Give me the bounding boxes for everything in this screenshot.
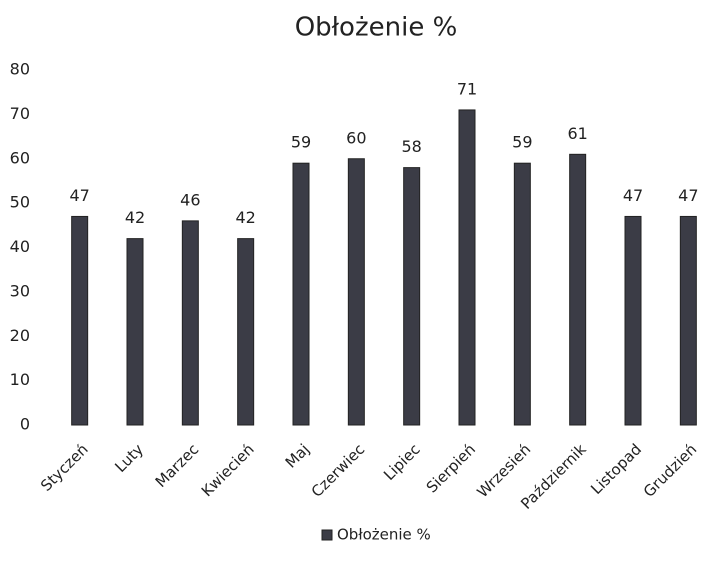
bar: [679, 215, 697, 426]
bar: [624, 215, 642, 426]
data-label: 58: [401, 137, 421, 156]
x-tick-label: Luty: [111, 440, 147, 476]
bar: [292, 162, 310, 426]
data-label: 47: [678, 186, 698, 205]
chart-title: Obłożenie %: [295, 13, 458, 43]
x-tick-label: Marzec: [152, 440, 203, 491]
data-label: 61: [567, 124, 587, 143]
y-tick-label: 50: [10, 193, 30, 212]
y-tick-label: 60: [10, 148, 30, 167]
bar: [403, 167, 421, 426]
x-tick-label: Maj: [282, 440, 313, 471]
bar: [347, 158, 365, 426]
data-label: 59: [512, 133, 532, 152]
bar: [569, 153, 587, 426]
data-label: 47: [623, 186, 643, 205]
bar: [237, 238, 255, 426]
bar: [181, 220, 199, 426]
bar: [458, 109, 476, 426]
y-tick-label: 0: [20, 415, 30, 434]
y-tick-label: 80: [10, 60, 30, 79]
data-label: 42: [235, 208, 255, 227]
y-tick-label: 70: [10, 104, 30, 123]
bar: [513, 162, 531, 426]
data-label: 42: [125, 208, 145, 227]
legend-swatch: [321, 529, 333, 541]
x-tick-label: Kwiecień: [198, 440, 258, 500]
x-tick-label: Styczeń: [37, 440, 92, 495]
y-tick-label: 40: [10, 237, 30, 256]
data-label: 59: [291, 133, 311, 152]
legend-label: Obłożenie %: [337, 526, 431, 544]
x-tick-label: Grudzień: [640, 440, 701, 501]
data-label: 47: [69, 186, 89, 205]
data-label: 60: [346, 128, 366, 147]
bar: [126, 238, 144, 426]
data-label: 71: [457, 79, 477, 98]
data-label: 46: [180, 190, 200, 209]
x-tick-label: Lipiec: [380, 440, 424, 484]
x-tick-label: Sierpień: [423, 440, 479, 496]
bar: [71, 215, 89, 426]
x-tick-label: Listopad: [587, 440, 645, 498]
y-tick-label: 30: [10, 281, 30, 300]
y-tick-label: 10: [10, 370, 30, 389]
x-tick-label: Czerwiec: [308, 440, 369, 501]
y-tick-label: 20: [10, 326, 30, 345]
